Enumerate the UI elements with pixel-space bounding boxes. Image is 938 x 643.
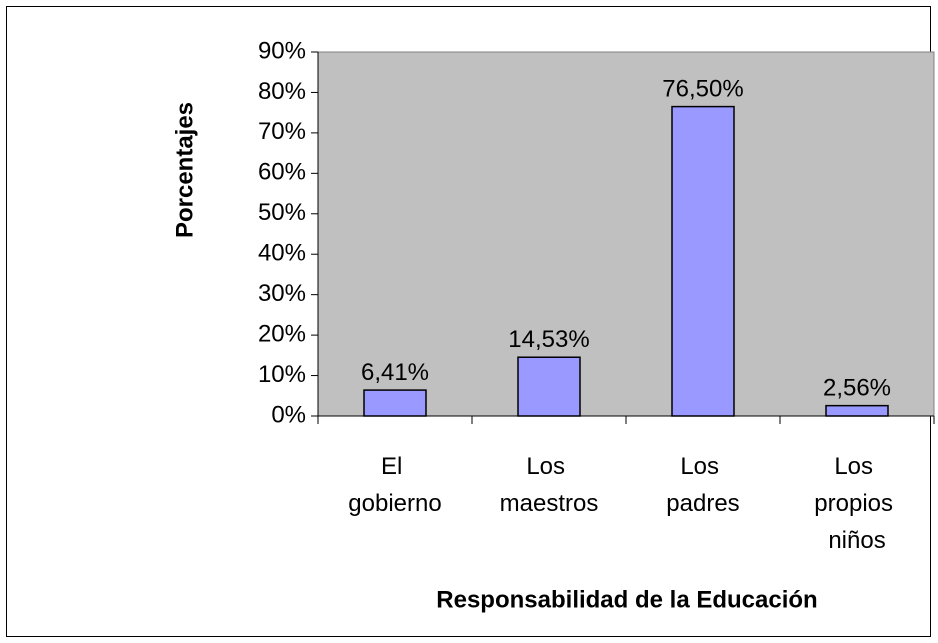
y-tick-label: 50% [258, 199, 306, 226]
x-tick-label: Los padres [666, 453, 739, 517]
y-tick-label: 30% [258, 280, 306, 307]
bar [825, 404, 889, 417]
x-tick-label: Los maestros [500, 453, 599, 517]
value-label: 14,53% [508, 326, 589, 353]
y-tick-label: 70% [258, 118, 306, 145]
y-tick-label: 20% [258, 320, 306, 347]
plot-area [317, 51, 935, 417]
value-label: 76,50% [662, 76, 743, 103]
y-tick-label: 60% [258, 159, 306, 186]
x-tick-label: El gobierno [348, 453, 441, 517]
bar [671, 105, 735, 417]
y-tick-label: 0% [271, 401, 306, 428]
x-tick-label: Los propios niños [814, 453, 899, 554]
y-tick-label: 40% [258, 240, 306, 267]
y-tick-label: 90% [258, 37, 306, 64]
y-tick-label: 10% [258, 361, 306, 388]
y-tick-label: 80% [258, 78, 306, 105]
bar [517, 356, 581, 417]
x-axis-title: Responsabilidad de la Educación [436, 586, 817, 613]
value-label: 6,41% [361, 359, 429, 386]
value-label: 2,56% [823, 375, 891, 402]
bar [363, 389, 427, 417]
y-axis-title: Porcentajes [171, 102, 198, 238]
